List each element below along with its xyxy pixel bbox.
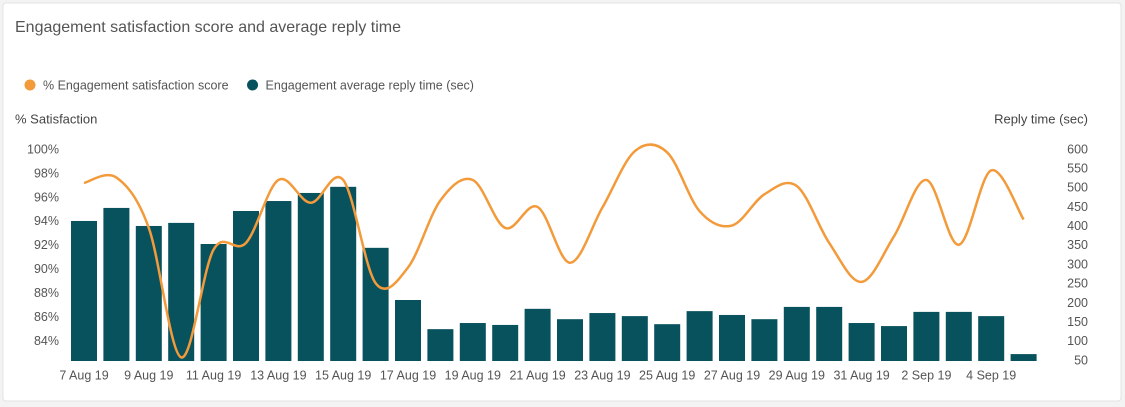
bar [589, 313, 616, 361]
y-tick-label: 100% [27, 142, 59, 156]
y2-tick-label: 300 [1067, 257, 1088, 271]
bar [524, 308, 551, 361]
bar [362, 247, 389, 361]
y-axis-title: % Satisfaction [15, 111, 97, 126]
y2-tick-label: 600 [1067, 142, 1088, 156]
x-tick-label: 31 Aug 19 [833, 368, 889, 382]
bar [945, 311, 972, 361]
y-tick-label: 86% [34, 310, 59, 324]
y2-tick-label: 550 [1067, 161, 1088, 175]
y2-tick-label: 350 [1067, 238, 1088, 252]
bar [427, 329, 454, 361]
x-tick-label: 27 Aug 19 [704, 368, 760, 382]
x-tick-label: 4 Sep 19 [966, 368, 1016, 382]
y-tick-label: 94% [34, 214, 59, 228]
bar [395, 300, 421, 361]
bar [557, 319, 583, 361]
bar [783, 306, 810, 361]
y2-tick-label: 500 [1067, 181, 1088, 195]
y2-tick-label: 250 [1067, 277, 1088, 291]
bar [297, 192, 324, 361]
bar [233, 210, 259, 361]
x-tick-label: 7 Aug 19 [59, 368, 108, 382]
x-tick-label: 29 Aug 19 [769, 368, 825, 382]
legend-marker [247, 79, 259, 91]
y2-tick-label: 50 [1074, 353, 1088, 367]
x-tick-label: 2 Sep 19 [901, 368, 951, 382]
y-tick-label: 88% [34, 286, 59, 300]
line [83, 143, 1025, 359]
bar [686, 311, 713, 361]
x-tick-label: 17 Aug 19 [380, 368, 436, 382]
x-tick-label: 23 Aug 19 [574, 368, 630, 382]
bar [816, 306, 843, 361]
bar [654, 324, 681, 361]
y2-tick-label: 400 [1067, 219, 1088, 233]
y2-tick-label: 450 [1067, 200, 1088, 214]
y2-tick-label: 200 [1067, 296, 1088, 310]
x-tick-label: 19 Aug 19 [445, 368, 501, 382]
x-tick-label: 25 Aug 19 [639, 368, 695, 382]
bar [751, 319, 778, 361]
legend-label: % Engagement satisfaction score [43, 78, 229, 92]
bar [881, 326, 907, 361]
legend-label: Engagement average reply time (sec) [266, 78, 474, 92]
bar [719, 314, 745, 361]
chart-title: Engagement satisfaction score and averag… [15, 19, 401, 36]
legend-marker [24, 79, 36, 91]
x-tick-label: 9 Aug 19 [124, 368, 173, 382]
bar [265, 201, 292, 361]
bar [71, 220, 97, 361]
x-tick-label: 11 Aug 19 [186, 368, 241, 382]
bar [978, 316, 1005, 361]
y2-tick-label: 150 [1067, 315, 1088, 329]
y-tick-label: 84% [34, 334, 59, 348]
bar [621, 316, 648, 361]
bar [1010, 354, 1037, 361]
bar [135, 225, 162, 361]
y-tick-label: 92% [34, 238, 59, 252]
bar [913, 311, 940, 361]
bar [103, 207, 130, 361]
bar [492, 324, 519, 361]
y2-tick-label: 100 [1067, 334, 1088, 348]
y-tick-label: 96% [34, 190, 59, 204]
x-tick-label: 15 Aug 19 [315, 368, 371, 382]
bar [848, 323, 875, 361]
y-tick-label: 98% [34, 166, 59, 180]
bar [459, 323, 486, 361]
x-tick-label: 21 Aug 19 [509, 368, 565, 382]
bar [200, 243, 227, 361]
x-tick-label: 13 Aug 19 [250, 368, 306, 382]
y2-axis-title: Reply time (sec) [994, 111, 1088, 126]
y-tick-label: 90% [34, 262, 59, 276]
bar [330, 186, 357, 361]
